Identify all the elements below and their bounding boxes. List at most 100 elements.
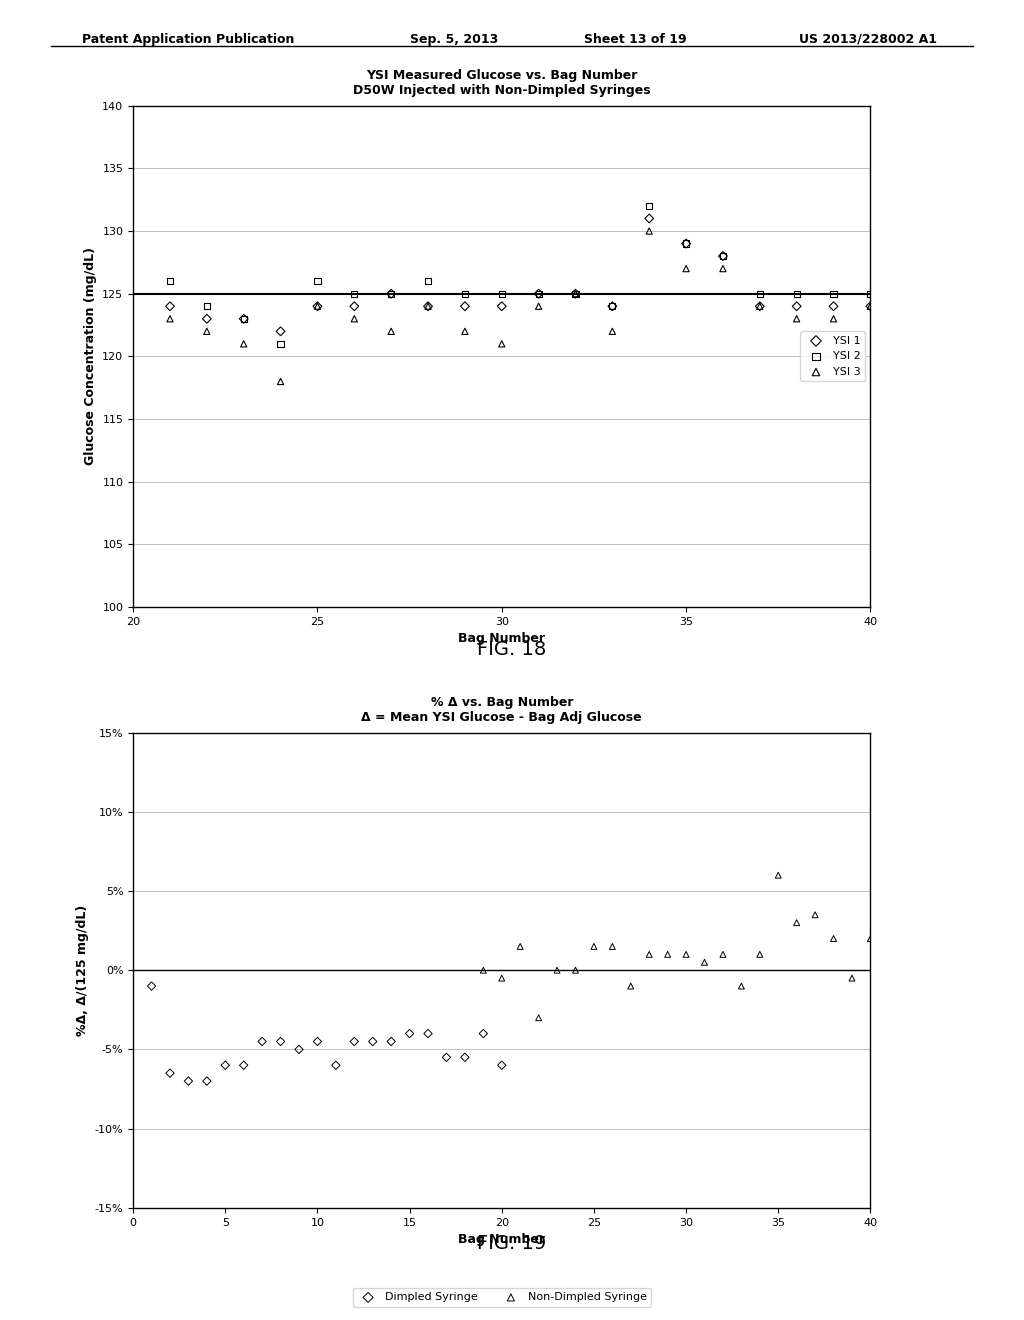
YSI 3 bbox=[641, 220, 657, 242]
Non-Dimpled Syringe bbox=[641, 944, 657, 965]
YSI 2 bbox=[346, 282, 362, 304]
Text: FIG. 19: FIG. 19 bbox=[477, 1234, 547, 1253]
Non-Dimpled Syringe bbox=[715, 944, 731, 965]
Non-Dimpled Syringe bbox=[862, 928, 879, 949]
YSI 1 bbox=[678, 232, 694, 253]
Dimpled Syringe bbox=[420, 1023, 436, 1044]
Non-Dimpled Syringe bbox=[807, 904, 823, 925]
Dimpled Syringe bbox=[162, 1063, 178, 1084]
Dimpled Syringe bbox=[236, 1055, 252, 1076]
Non-Dimpled Syringe bbox=[825, 928, 842, 949]
X-axis label: Bag Number: Bag Number bbox=[459, 1233, 545, 1246]
Dimpled Syringe bbox=[365, 1031, 381, 1052]
YSI 2 bbox=[199, 296, 215, 317]
Text: Patent Application Publication: Patent Application Publication bbox=[82, 33, 294, 46]
YSI 3 bbox=[567, 282, 584, 304]
YSI 1 bbox=[788, 296, 805, 317]
YSI 3 bbox=[346, 308, 362, 329]
Non-Dimpled Syringe bbox=[494, 968, 510, 989]
Non-Dimpled Syringe bbox=[567, 960, 584, 981]
YSI 3 bbox=[383, 321, 399, 342]
Dimpled Syringe bbox=[475, 1023, 492, 1044]
YSI 2 bbox=[420, 271, 436, 292]
Dimpled Syringe bbox=[457, 1047, 473, 1068]
YSI 1 bbox=[825, 296, 842, 317]
YSI 2 bbox=[383, 282, 399, 304]
Non-Dimpled Syringe bbox=[475, 960, 492, 981]
YSI 2 bbox=[567, 282, 584, 304]
YSI 1 bbox=[862, 296, 879, 317]
Non-Dimpled Syringe bbox=[659, 944, 676, 965]
Text: FIG. 18: FIG. 18 bbox=[477, 640, 547, 659]
YSI 1 bbox=[420, 296, 436, 317]
YSI 1 bbox=[715, 246, 731, 267]
Dimpled Syringe bbox=[438, 1047, 455, 1068]
Dimpled Syringe bbox=[346, 1031, 362, 1052]
Non-Dimpled Syringe bbox=[752, 944, 768, 965]
YSI 2 bbox=[715, 246, 731, 267]
Text: US 2013/228002 A1: US 2013/228002 A1 bbox=[799, 33, 937, 46]
YSI 3 bbox=[162, 308, 178, 329]
Text: Sheet 13 of 19: Sheet 13 of 19 bbox=[584, 33, 686, 46]
Dimpled Syringe bbox=[217, 1055, 233, 1076]
YSI 1 bbox=[346, 296, 362, 317]
YSI 3 bbox=[862, 296, 879, 317]
Dimpled Syringe bbox=[254, 1031, 270, 1052]
YSI 1 bbox=[236, 308, 252, 329]
Dimpled Syringe bbox=[180, 1071, 197, 1092]
YSI 2 bbox=[752, 282, 768, 304]
Non-Dimpled Syringe bbox=[770, 865, 786, 886]
Non-Dimpled Syringe bbox=[530, 1007, 547, 1028]
Non-Dimpled Syringe bbox=[604, 936, 621, 957]
Non-Dimpled Syringe bbox=[586, 936, 602, 957]
YSI 3 bbox=[457, 321, 473, 342]
YSI 3 bbox=[788, 308, 805, 329]
Title: % Δ vs. Bag Number
Δ = Mean YSI Glucose - Bag Adj Glucose: % Δ vs. Bag Number Δ = Mean YSI Glucose … bbox=[361, 697, 642, 725]
Text: Sep. 5, 2013: Sep. 5, 2013 bbox=[410, 33, 498, 46]
Legend: Dimpled Syringe, Non-Dimpled Syringe: Dimpled Syringe, Non-Dimpled Syringe bbox=[352, 1288, 651, 1307]
Non-Dimpled Syringe bbox=[696, 952, 713, 973]
Non-Dimpled Syringe bbox=[844, 968, 860, 989]
YSI 3 bbox=[752, 296, 768, 317]
YSI 1 bbox=[383, 282, 399, 304]
YSI 3 bbox=[678, 257, 694, 279]
X-axis label: Bag Number: Bag Number bbox=[459, 632, 545, 645]
YSI 1 bbox=[604, 296, 621, 317]
YSI 1 bbox=[494, 296, 510, 317]
YSI 2 bbox=[457, 282, 473, 304]
Y-axis label: Glucose Concentration (mg/dL): Glucose Concentration (mg/dL) bbox=[84, 247, 96, 466]
Dimpled Syringe bbox=[401, 1023, 418, 1044]
YSI 2 bbox=[530, 282, 547, 304]
YSI 3 bbox=[199, 321, 215, 342]
YSI 2 bbox=[641, 195, 657, 216]
Non-Dimpled Syringe bbox=[549, 960, 565, 981]
YSI 2 bbox=[162, 271, 178, 292]
YSI 1 bbox=[641, 207, 657, 230]
YSI 3 bbox=[715, 257, 731, 279]
YSI 1 bbox=[199, 308, 215, 329]
YSI 3 bbox=[420, 296, 436, 317]
Dimpled Syringe bbox=[383, 1031, 399, 1052]
Non-Dimpled Syringe bbox=[512, 936, 528, 957]
YSI 1 bbox=[567, 282, 584, 304]
YSI 3 bbox=[236, 333, 252, 354]
YSI 3 bbox=[309, 296, 326, 317]
YSI 3 bbox=[272, 371, 289, 392]
Non-Dimpled Syringe bbox=[623, 975, 639, 997]
Dimpled Syringe bbox=[272, 1031, 289, 1052]
YSI 2 bbox=[678, 232, 694, 253]
Dimpled Syringe bbox=[494, 1055, 510, 1076]
YSI 1 bbox=[530, 282, 547, 304]
YSI 1 bbox=[457, 296, 473, 317]
YSI 2 bbox=[272, 333, 289, 354]
Dimpled Syringe bbox=[199, 1071, 215, 1092]
YSI 1 bbox=[162, 296, 178, 317]
Legend: YSI 1, YSI 2, YSI 3: YSI 1, YSI 2, YSI 3 bbox=[801, 331, 865, 381]
YSI 2 bbox=[825, 282, 842, 304]
Y-axis label: %Δ, Δ/(125 mg/dL): %Δ, Δ/(125 mg/dL) bbox=[76, 904, 89, 1036]
YSI 3 bbox=[604, 321, 621, 342]
YSI 2 bbox=[604, 296, 621, 317]
YSI 2 bbox=[236, 308, 252, 329]
YSI 2 bbox=[309, 271, 326, 292]
YSI 2 bbox=[494, 282, 510, 304]
